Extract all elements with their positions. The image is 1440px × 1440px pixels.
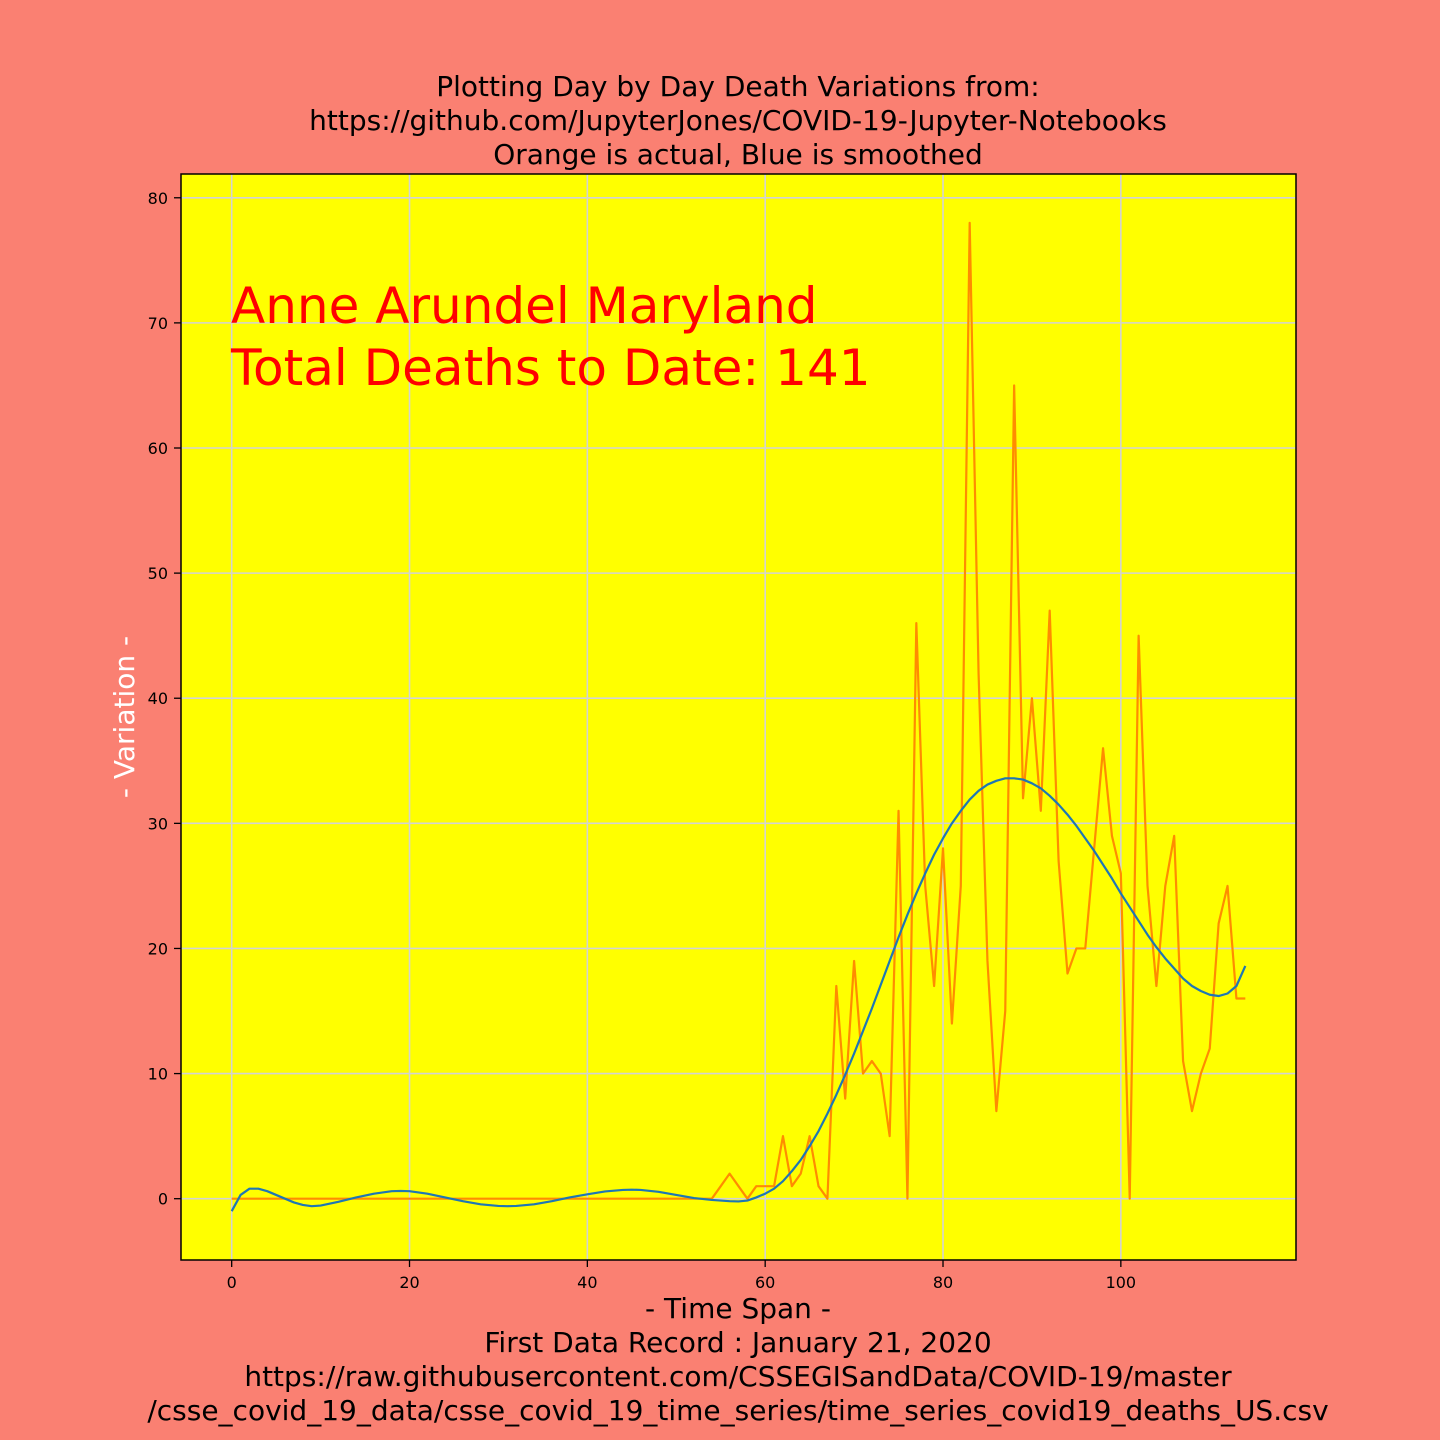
chart-title-line: https://github.com/JupyterJones/COVID-19… bbox=[309, 104, 1167, 137]
x-tick-label: 40 bbox=[577, 1273, 597, 1292]
y-tick-label: 0 bbox=[158, 1190, 168, 1209]
x-axis-label-line: First Data Record : January 21, 2020 bbox=[484, 1326, 991, 1359]
y-tick-label: 70 bbox=[148, 314, 168, 333]
y-axis-label: - Variation - bbox=[108, 636, 141, 798]
chart-title-line: Plotting Day by Day Death Variations fro… bbox=[436, 70, 1039, 103]
annotation-line: Total Deaths to Date: 141 bbox=[230, 339, 871, 397]
x-tick-label: 80 bbox=[933, 1273, 953, 1292]
plot-area bbox=[181, 174, 1296, 1260]
x-tick-label: 60 bbox=[755, 1273, 775, 1292]
x-axis-label-line: https://raw.githubusercontent.com/CSSEGI… bbox=[244, 1360, 1232, 1393]
y-tick-label: 20 bbox=[148, 939, 168, 958]
x-tick-label: 100 bbox=[1106, 1273, 1137, 1292]
x-tick-label: 0 bbox=[227, 1273, 237, 1292]
series-actual-line bbox=[231, 221, 1246, 1200]
x-axis-label-line: /csse_covid_19_data/csse_covid_19_time_s… bbox=[147, 1394, 1328, 1427]
y-tick-label: 10 bbox=[148, 1065, 168, 1084]
chart-title-line: Orange is actual, Blue is smoothed bbox=[493, 138, 983, 171]
y-tick-label: 50 bbox=[148, 564, 168, 583]
annotation-line: Anne Arundel Maryland bbox=[231, 277, 818, 335]
plot-frame bbox=[180, 173, 1297, 1261]
y-tick-label: 80 bbox=[148, 189, 168, 208]
series-smoothed-line bbox=[230, 777, 1247, 1212]
x-tick-label: 20 bbox=[399, 1273, 419, 1292]
y-tick-label: 40 bbox=[148, 689, 168, 708]
x-axis-label-line: - Time Span - bbox=[645, 1292, 831, 1325]
y-tick-label: 60 bbox=[148, 439, 168, 458]
y-tick-label: 30 bbox=[148, 814, 168, 833]
